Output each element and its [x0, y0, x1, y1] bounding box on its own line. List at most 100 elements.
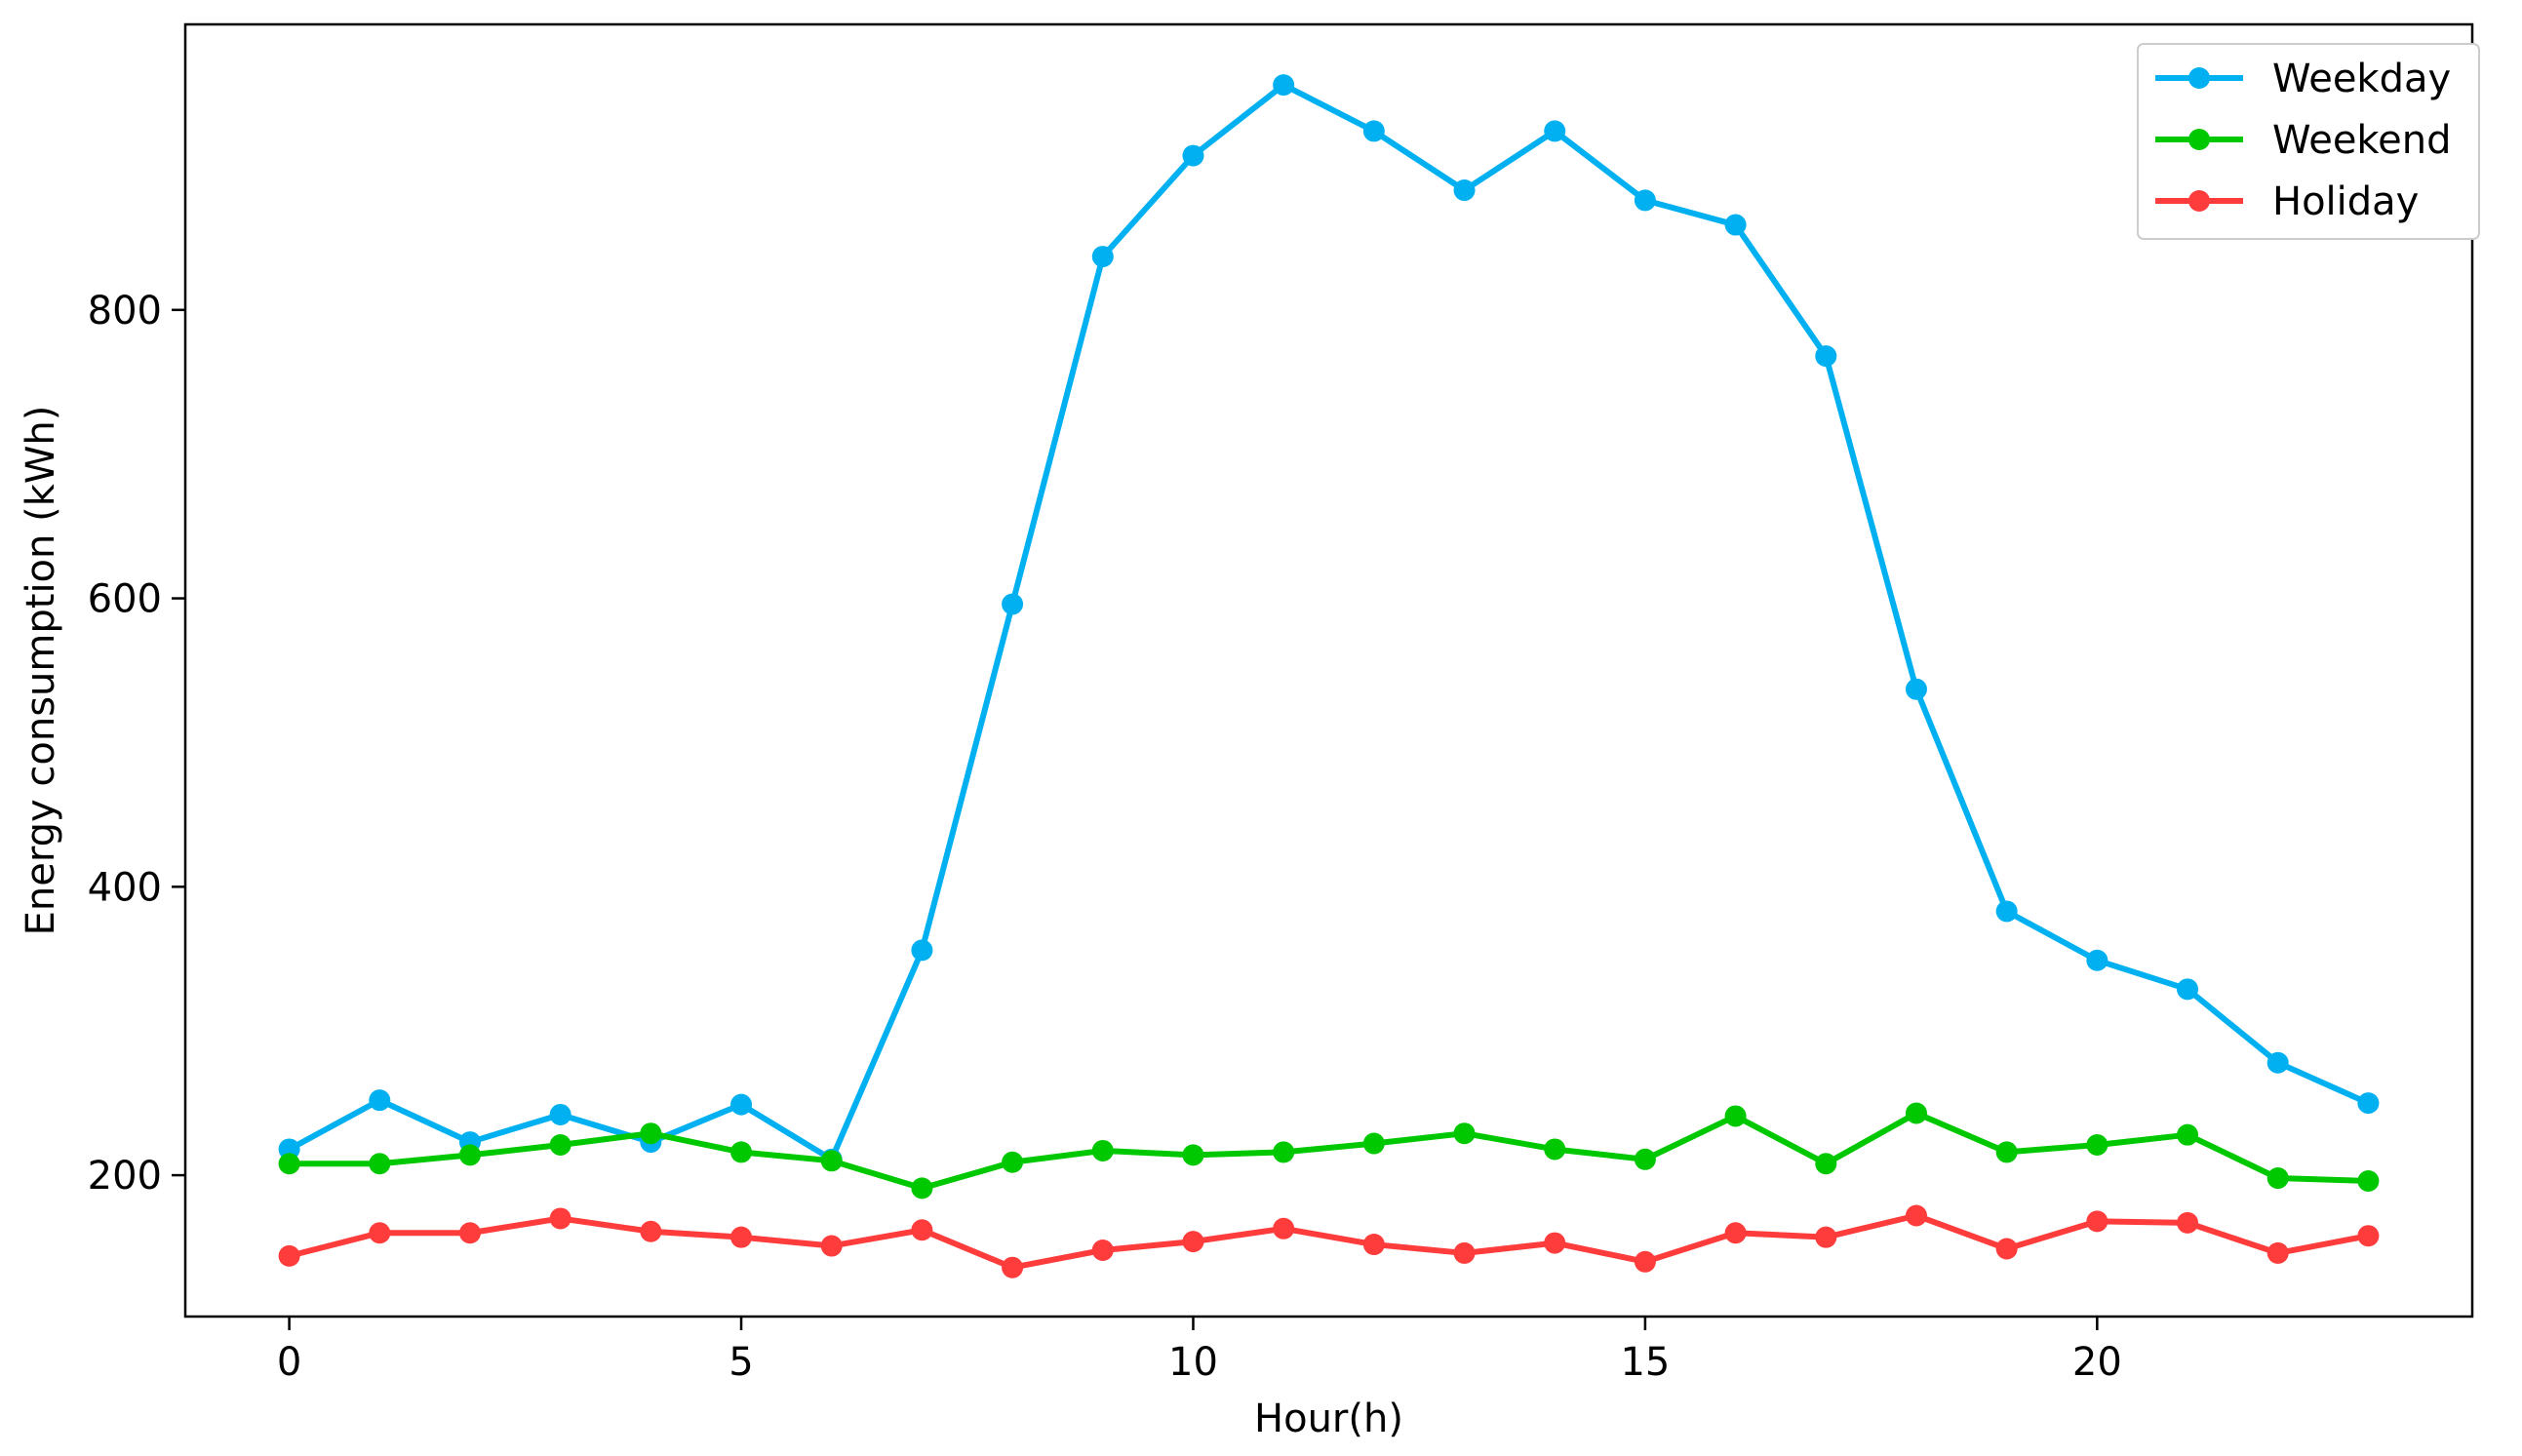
- data-point-weekday: [2177, 978, 2199, 1001]
- data-point-weekend: [911, 1177, 933, 1200]
- data-point-weekday: [1634, 189, 1656, 212]
- data-point-weekend: [730, 1141, 753, 1163]
- x-tick-label: 0: [277, 1340, 301, 1385]
- data-point-weekday: [1544, 120, 1566, 142]
- y-tick-label: 800: [88, 289, 162, 334]
- data-point-holiday: [1091, 1239, 1114, 1261]
- y-tick-label: 400: [88, 865, 162, 910]
- data-point-weekday: [1724, 214, 1747, 236]
- data-point-weekday: [1182, 144, 1204, 167]
- x-tick-label: 20: [2072, 1340, 2122, 1385]
- y-tick-label: 600: [88, 577, 162, 622]
- data-point-weekday: [1002, 593, 1024, 615]
- data-point-weekend: [1362, 1132, 1385, 1155]
- data-point-holiday: [1453, 1241, 1476, 1264]
- data-point-weekend: [549, 1134, 571, 1157]
- x-axis: 0 5 10 15 20: [277, 1317, 2122, 1385]
- data-point-weekend: [1182, 1144, 1204, 1166]
- series-holiday: [278, 1204, 2380, 1279]
- data-point-weekday: [2357, 1092, 2380, 1115]
- data-point-holiday: [820, 1235, 843, 1257]
- data-point-weekday: [730, 1093, 753, 1116]
- data-point-holiday: [1634, 1250, 1656, 1273]
- data-point-weekend: [2357, 1169, 2380, 1192]
- data-point-holiday: [2177, 1211, 2199, 1234]
- y-axis-label: Energy consumption (kWh): [19, 406, 63, 936]
- data-point-holiday: [458, 1222, 481, 1244]
- data-point-holiday: [1905, 1204, 1927, 1227]
- series-line-holiday: [286, 1212, 2372, 1271]
- data-point-weekend: [369, 1153, 391, 1175]
- data-point-holiday: [1724, 1222, 1747, 1244]
- data-point-holiday: [278, 1244, 300, 1267]
- data-point-holiday: [2266, 1241, 2289, 1264]
- data-point-holiday: [1002, 1256, 1024, 1279]
- data-point-weekday: [1362, 120, 1385, 142]
- x-tick-label: 5: [729, 1340, 753, 1385]
- legend-box: [2137, 43, 2480, 240]
- data-point-weekend: [640, 1122, 662, 1145]
- legend-marker-holiday: [2188, 190, 2210, 212]
- data-point-weekend: [1273, 1141, 1295, 1163]
- data-point-holiday: [369, 1222, 391, 1244]
- data-point-holiday: [1362, 1234, 1385, 1256]
- plot-frame: [183, 22, 2474, 1318]
- data-point-holiday: [1995, 1238, 2018, 1260]
- data-point-holiday: [1182, 1231, 1204, 1253]
- data-point-weekday: [1091, 246, 1114, 268]
- data-point-holiday: [2086, 1210, 2108, 1233]
- data-point-weekend: [278, 1153, 300, 1175]
- legend: Weekday Weekend Holiday: [2137, 43, 2480, 240]
- data-point-holiday: [911, 1219, 933, 1241]
- data-point-weekend: [1453, 1122, 1476, 1145]
- x-tick-label: 10: [1168, 1340, 1218, 1385]
- series-weekday: [278, 74, 2380, 1170]
- data-point-weekend: [820, 1150, 843, 1172]
- y-tick-label: 200: [88, 1154, 162, 1199]
- data-point-weekday: [911, 939, 933, 962]
- data-point-holiday: [730, 1226, 753, 1248]
- data-point-weekend: [1091, 1139, 1114, 1161]
- data-point-weekend: [1724, 1105, 1747, 1127]
- legend-marker-weekend: [2188, 129, 2210, 150]
- data-point-weekday: [2266, 1051, 2289, 1074]
- data-point-holiday: [1544, 1232, 1566, 1254]
- data-point-weekday: [1905, 678, 1927, 700]
- data-point-weekday: [369, 1089, 391, 1112]
- plot-area: [183, 22, 2474, 1318]
- series-line-weekday: [286, 82, 2372, 1162]
- data-point-weekday: [1453, 179, 1476, 202]
- data-point-weekend: [1815, 1153, 1837, 1175]
- x-axis-label: Hour(h): [1254, 1397, 1403, 1441]
- data-point-weekend: [458, 1144, 481, 1166]
- data-point-holiday: [549, 1207, 571, 1230]
- series-line-weekend: [286, 1110, 2372, 1192]
- series-layer: [278, 74, 2380, 1279]
- data-point-weekend: [1544, 1138, 1566, 1161]
- data-point-holiday: [1815, 1226, 1837, 1248]
- data-point-holiday: [2357, 1225, 2380, 1247]
- data-point-weekday: [1273, 74, 1295, 97]
- legend-label-weekend: Weekend: [2272, 118, 2452, 163]
- data-point-weekend: [2177, 1123, 2199, 1146]
- data-point-holiday: [640, 1220, 662, 1242]
- data-point-weekend: [1905, 1102, 1927, 1124]
- data-point-weekend: [1995, 1141, 2018, 1163]
- data-point-weekday: [2086, 949, 2108, 971]
- data-point-weekend: [2086, 1134, 2108, 1157]
- legend-marker-weekday: [2188, 67, 2210, 89]
- legend-label-weekday: Weekday: [2272, 57, 2451, 101]
- data-point-weekday: [549, 1103, 571, 1125]
- x-tick-label: 15: [1620, 1340, 1670, 1385]
- data-point-weekend: [1634, 1148, 1656, 1170]
- series-weekend: [278, 1102, 2380, 1200]
- data-point-weekend: [2266, 1167, 2289, 1190]
- data-point-weekday: [1995, 900, 2018, 923]
- y-axis: 200 400 600 800: [88, 289, 185, 1199]
- data-point-holiday: [1273, 1217, 1295, 1240]
- legend-label-holiday: Holiday: [2272, 179, 2419, 224]
- data-point-weekend: [1002, 1151, 1024, 1173]
- data-point-weekday: [1815, 345, 1837, 368]
